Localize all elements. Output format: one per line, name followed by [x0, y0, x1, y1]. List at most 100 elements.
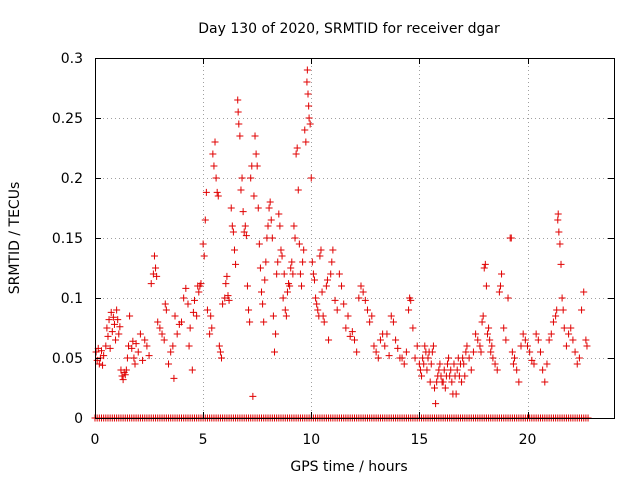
data-point [355, 294, 363, 302]
data-point [333, 306, 341, 314]
data-point [394, 344, 402, 352]
data-point [122, 366, 130, 374]
data-point [291, 234, 299, 242]
data-point [92, 348, 100, 356]
data-point [152, 264, 160, 272]
data-point [246, 318, 254, 326]
data-point [308, 258, 316, 266]
data-points [91, 66, 592, 422]
data-point [241, 222, 249, 230]
data-point [232, 260, 240, 268]
data-point [460, 360, 468, 368]
data-point [190, 296, 198, 304]
data-point [545, 336, 553, 344]
data-point [269, 312, 277, 320]
data-point [147, 280, 155, 288]
data-point [150, 252, 158, 260]
data-point [303, 78, 311, 86]
data-point [225, 296, 233, 304]
data-point [400, 360, 408, 368]
data-point [289, 270, 297, 278]
data-point [320, 318, 328, 326]
data-point [491, 360, 499, 368]
data-point [282, 312, 290, 320]
data-point [132, 340, 140, 348]
data-point [562, 342, 570, 350]
data-point [130, 354, 138, 362]
data-point [212, 174, 220, 182]
x-tick-label: 5 [199, 432, 208, 448]
data-point [260, 318, 268, 326]
y-tick-label: 0.25 [52, 111, 83, 127]
data-point [405, 306, 413, 314]
data-point [571, 348, 579, 356]
data-point [296, 270, 304, 278]
data-point [105, 316, 113, 324]
data-point [319, 312, 327, 320]
data-point [313, 300, 321, 308]
data-point [459, 354, 467, 362]
data-point [109, 313, 117, 321]
x-axis-label: GPS time / hours [290, 459, 407, 475]
data-point [472, 330, 480, 338]
data-point [507, 234, 515, 242]
data-point [243, 282, 251, 290]
data-point [115, 330, 123, 338]
data-point [303, 66, 311, 74]
data-point [100, 352, 108, 360]
y-tick-label: 0.3 [61, 51, 83, 67]
data-point [575, 354, 583, 362]
data-point [554, 216, 562, 224]
data-point [348, 328, 356, 336]
data-point [328, 258, 336, 266]
data-point [357, 282, 365, 290]
data-point [216, 348, 224, 356]
x-tick-label: 0 [91, 432, 100, 448]
data-point [366, 318, 374, 326]
data-point [283, 288, 291, 296]
data-point [515, 378, 523, 386]
data-point [372, 348, 380, 356]
data-point [202, 188, 210, 196]
data-point [392, 336, 400, 344]
data-point [273, 270, 281, 278]
data-point [567, 324, 575, 332]
data-point [294, 186, 302, 194]
data-point [239, 208, 247, 216]
data-point [195, 288, 203, 296]
data-point [238, 174, 246, 182]
data-point [160, 336, 168, 344]
data-point [270, 348, 278, 356]
data-point [293, 144, 301, 152]
data-point [453, 366, 461, 374]
data-point [165, 360, 173, 368]
data-point [118, 372, 126, 380]
data-point [351, 336, 358, 344]
data-point [344, 312, 352, 320]
data-point [478, 318, 486, 326]
data-point [335, 270, 343, 278]
y-tick-label: 0.05 [52, 351, 83, 367]
data-point [558, 294, 566, 302]
data-point [368, 312, 376, 320]
data-point [312, 294, 320, 302]
data-point [153, 272, 161, 280]
data-point [170, 374, 178, 382]
data-point [240, 228, 248, 236]
data-point [305, 102, 313, 110]
data-point [106, 344, 114, 352]
data-point [188, 366, 196, 374]
data-point [439, 378, 447, 386]
data-point [139, 356, 147, 364]
data-point [143, 342, 151, 350]
data-point [416, 366, 424, 374]
data-point [250, 192, 258, 200]
data-point [242, 232, 250, 240]
data-point [536, 348, 544, 356]
data-point [316, 252, 324, 260]
data-point [154, 318, 162, 326]
data-point [275, 210, 283, 218]
data-point [209, 150, 217, 158]
data-point [488, 342, 496, 350]
data-point [498, 270, 506, 278]
